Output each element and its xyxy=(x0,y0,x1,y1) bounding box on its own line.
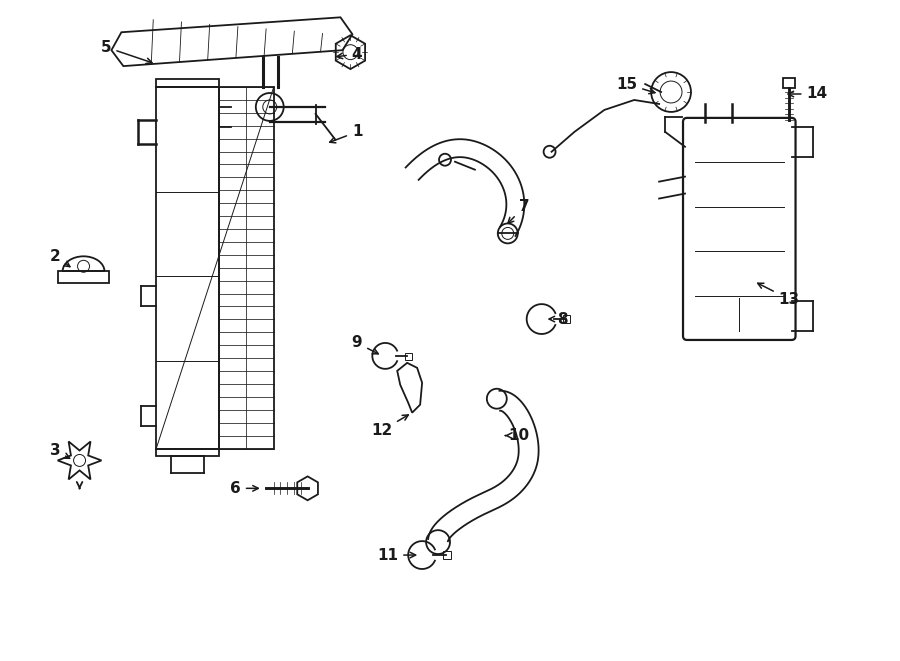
Text: 11: 11 xyxy=(377,547,416,563)
Text: 3: 3 xyxy=(50,443,69,458)
Text: 12: 12 xyxy=(371,415,409,438)
Text: 5: 5 xyxy=(101,40,152,63)
Bar xyxy=(219,87,274,449)
Text: 1: 1 xyxy=(329,124,363,143)
Bar xyxy=(562,315,571,323)
Text: 14: 14 xyxy=(788,87,828,102)
Bar xyxy=(58,271,110,283)
Text: 2: 2 xyxy=(50,249,70,266)
Bar xyxy=(157,87,219,449)
Bar xyxy=(443,551,451,559)
Text: 6: 6 xyxy=(230,481,258,496)
Bar xyxy=(783,78,795,88)
Bar xyxy=(405,353,411,360)
Text: 13: 13 xyxy=(758,283,800,307)
Text: 7: 7 xyxy=(508,199,530,223)
Text: 9: 9 xyxy=(352,335,378,354)
Bar xyxy=(157,79,219,87)
Text: 8: 8 xyxy=(549,311,568,327)
Bar xyxy=(157,449,219,457)
Text: 10: 10 xyxy=(506,428,530,443)
Text: 15: 15 xyxy=(616,77,655,94)
Text: 4: 4 xyxy=(337,47,363,61)
